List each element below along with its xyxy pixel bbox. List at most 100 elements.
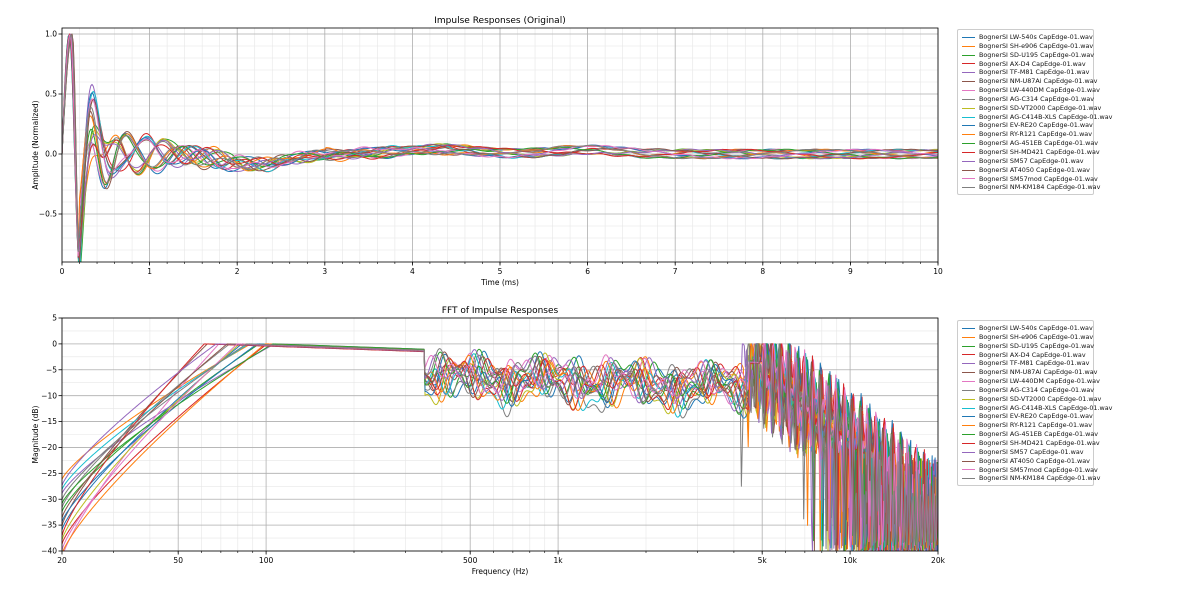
legend-item: BognerSI SM57 CapEdge-01.wav (962, 157, 1089, 166)
legend-item: BognerSI NM-KM184 CapEdge-01.wav (962, 474, 1100, 483)
legend-label: BognerSI AG-C314 CapEdge-01.wav (979, 385, 1095, 394)
y-tick-label: −30 (41, 495, 57, 504)
legend-impulse: BognerSI LW-540s CapEdge-01.wav BognerSI … (957, 29, 1112, 196)
legend-item: BognerSI RY-R121 CapEdge-01.wav (962, 130, 1092, 139)
legend-label: BognerSI EV-RE20 CapEdge-01.wav (979, 412, 1093, 421)
legend-swatch (962, 36, 975, 38)
x-axis-label: Frequency (Hz) (472, 567, 529, 576)
legend-swatch (962, 98, 975, 100)
legend-label: BognerSI AG-C414B-XLS CapEdge-01.wav (979, 112, 1113, 121)
legend-item: BognerSI SM57mod CapEdge-01.wav (962, 466, 1098, 475)
legend-label: BognerSI NM-KM184 CapEdge-01.wav (979, 474, 1101, 483)
x-tick-label: 4 (410, 267, 415, 276)
x-tick-label: 9 (848, 267, 853, 276)
series-line (62, 33, 938, 256)
legend-label: BognerSI SD-VT2000 CapEdge-01.wav (979, 103, 1102, 112)
legend-item: BognerSI EV-RE20 CapEdge-01.wav (962, 121, 1093, 130)
legend-swatch (962, 434, 975, 436)
legend-label: BognerSI SH-MD421 CapEdge-01.wav (979, 438, 1100, 447)
legend-label: BognerSI AT4050 CapEdge-01.wav (979, 165, 1090, 174)
legend-label: BognerSI LW-540s CapEdge-01.wav (979, 324, 1093, 332)
legend-item: BognerSI LW-440DM CapEdge-01.wav (962, 377, 1100, 386)
legend-swatch (962, 372, 975, 374)
x-tick-label: 50 (173, 556, 183, 565)
x-tick-label: 7 (673, 267, 678, 276)
legend-item: BognerSI AG-C414B-XLS CapEdge-01.wav (962, 113, 1112, 122)
legend-label: BognerSI SM57 CapEdge-01.wav (979, 447, 1084, 456)
legend-item: BognerSI SH-MD421 CapEdge-01.wav (962, 439, 1100, 448)
y-tick-label: −20 (41, 443, 57, 452)
legend-label: BognerSI SM57mod CapEdge-01.wav (979, 465, 1098, 474)
series-lines (62, 33, 938, 262)
legend-swatch (962, 380, 975, 382)
series-line (62, 343, 938, 551)
axes-frame (61, 317, 939, 552)
legend-swatch (962, 469, 975, 471)
legend-label: BognerSI AG-451EB CapEdge-01.wav (979, 430, 1099, 439)
legend-label: BognerSI TF-M81 CapEdge-01.wav (979, 68, 1090, 77)
y-tick-label: −0.5 (39, 210, 57, 219)
legend-swatch (962, 416, 975, 418)
x-tick-label: 20 (57, 556, 67, 565)
y-tick-label: −15 (41, 417, 57, 426)
legend-item: BognerSI SD-VT2000 CapEdge-01.wav (962, 395, 1101, 404)
legend-label: BognerSI AX-D4 CapEdge-01.wav (979, 350, 1086, 359)
legend-item: BognerSI LW-440DM CapEdge-01.wav (962, 86, 1100, 95)
legend-swatch (962, 336, 975, 338)
x-tick-label: 5k (758, 556, 768, 565)
x-tick-label: 20k (931, 556, 946, 565)
y-tick-label: 1.0 (45, 30, 57, 39)
legend-swatch (962, 389, 975, 391)
legend-swatch (962, 143, 975, 145)
legend-label: BognerSI NM-U87Ai CapEdge-01.wav (979, 368, 1098, 377)
x-tick-label: 8 (760, 267, 765, 276)
legend-item: BognerSI AG-C414B-XLS CapEdge-01.wav (962, 404, 1112, 413)
legend-swatch (962, 345, 975, 347)
legend-swatch (962, 398, 975, 400)
x-axis-label: Time (ms) (480, 278, 519, 287)
legend-swatch (962, 451, 975, 453)
legend-label: BognerSI LW-540s CapEdge-01.wav (979, 33, 1093, 41)
legend-item: BognerSI SM57 CapEdge-01.wav (962, 448, 1089, 457)
legend-item: BognerSI SH-e906 CapEdge-01.wav (962, 333, 1093, 342)
series-line (62, 34, 938, 252)
x-tick-label: 1k (554, 556, 564, 565)
legend-swatch (962, 134, 975, 136)
legend-label: BognerSI TF-M81 CapEdge-01.wav (979, 359, 1090, 368)
legend-label: BognerSI SM57 CapEdge-01.wav (979, 156, 1084, 165)
series-line (62, 343, 938, 551)
fft-axes: 20 50 100 500 1k 5k 10k 20k50−5−10−15−20−25−30−… (31, 306, 946, 576)
legend-item: BognerSI AG-C314 CapEdge-01.wav (962, 95, 1094, 104)
x-tick-label: 500 (463, 556, 478, 565)
legend-item: BognerSI SH-e906 CapEdge-01.wav (962, 42, 1093, 51)
legend-swatch (962, 178, 975, 180)
series-line (62, 33, 938, 254)
y-tick-label: −10 (41, 391, 57, 400)
y-tick-label: −25 (41, 469, 57, 478)
series-line (62, 343, 938, 551)
legend-label: BognerSI AG-C414B-XLS CapEdge-01.wav (979, 403, 1113, 412)
legend-swatch (962, 425, 975, 427)
y-tick-label: 0.0 (45, 150, 57, 159)
x-tick-label: 100 (259, 556, 274, 565)
legend-swatch (962, 125, 975, 127)
legend-item: BognerSI TF-M81 CapEdge-01.wav (962, 68, 1089, 77)
legend-label: BognerSI SD-VT2000 CapEdge-01.wav (979, 394, 1102, 403)
legend-item: BognerSI AX-D4 CapEdge-01.wav (962, 351, 1089, 360)
legend-item: BognerSI RY-R121 CapEdge-01.wav (962, 421, 1092, 430)
y-axis-label: Amplitude (Normalized) (31, 100, 40, 189)
impulse-axes: 0 1 2 3 4 5 6 7 8 9 10 1.0 0.5 0.0 −0.5 Impulse Respons… (31, 16, 943, 287)
legend-swatch (962, 478, 975, 480)
legend-item: BognerSI NM-U87Ai CapEdge-01.wav (962, 77, 1097, 86)
legend-swatch (962, 54, 975, 56)
x-tick-label: 6 (585, 267, 590, 276)
legend-swatch (962, 160, 975, 162)
legend-item: BognerSI TF-M81 CapEdge-01.wav (962, 359, 1089, 368)
series-line (62, 343, 938, 551)
y-tick-label: 5 (52, 314, 57, 323)
legend-item: BognerSI AX-D4 CapEdge-01.wav (962, 60, 1089, 69)
legend-swatch (962, 407, 975, 409)
legend-swatch (962, 460, 975, 462)
legend-label: BognerSI AG-451EB CapEdge-01.wav (979, 139, 1099, 148)
